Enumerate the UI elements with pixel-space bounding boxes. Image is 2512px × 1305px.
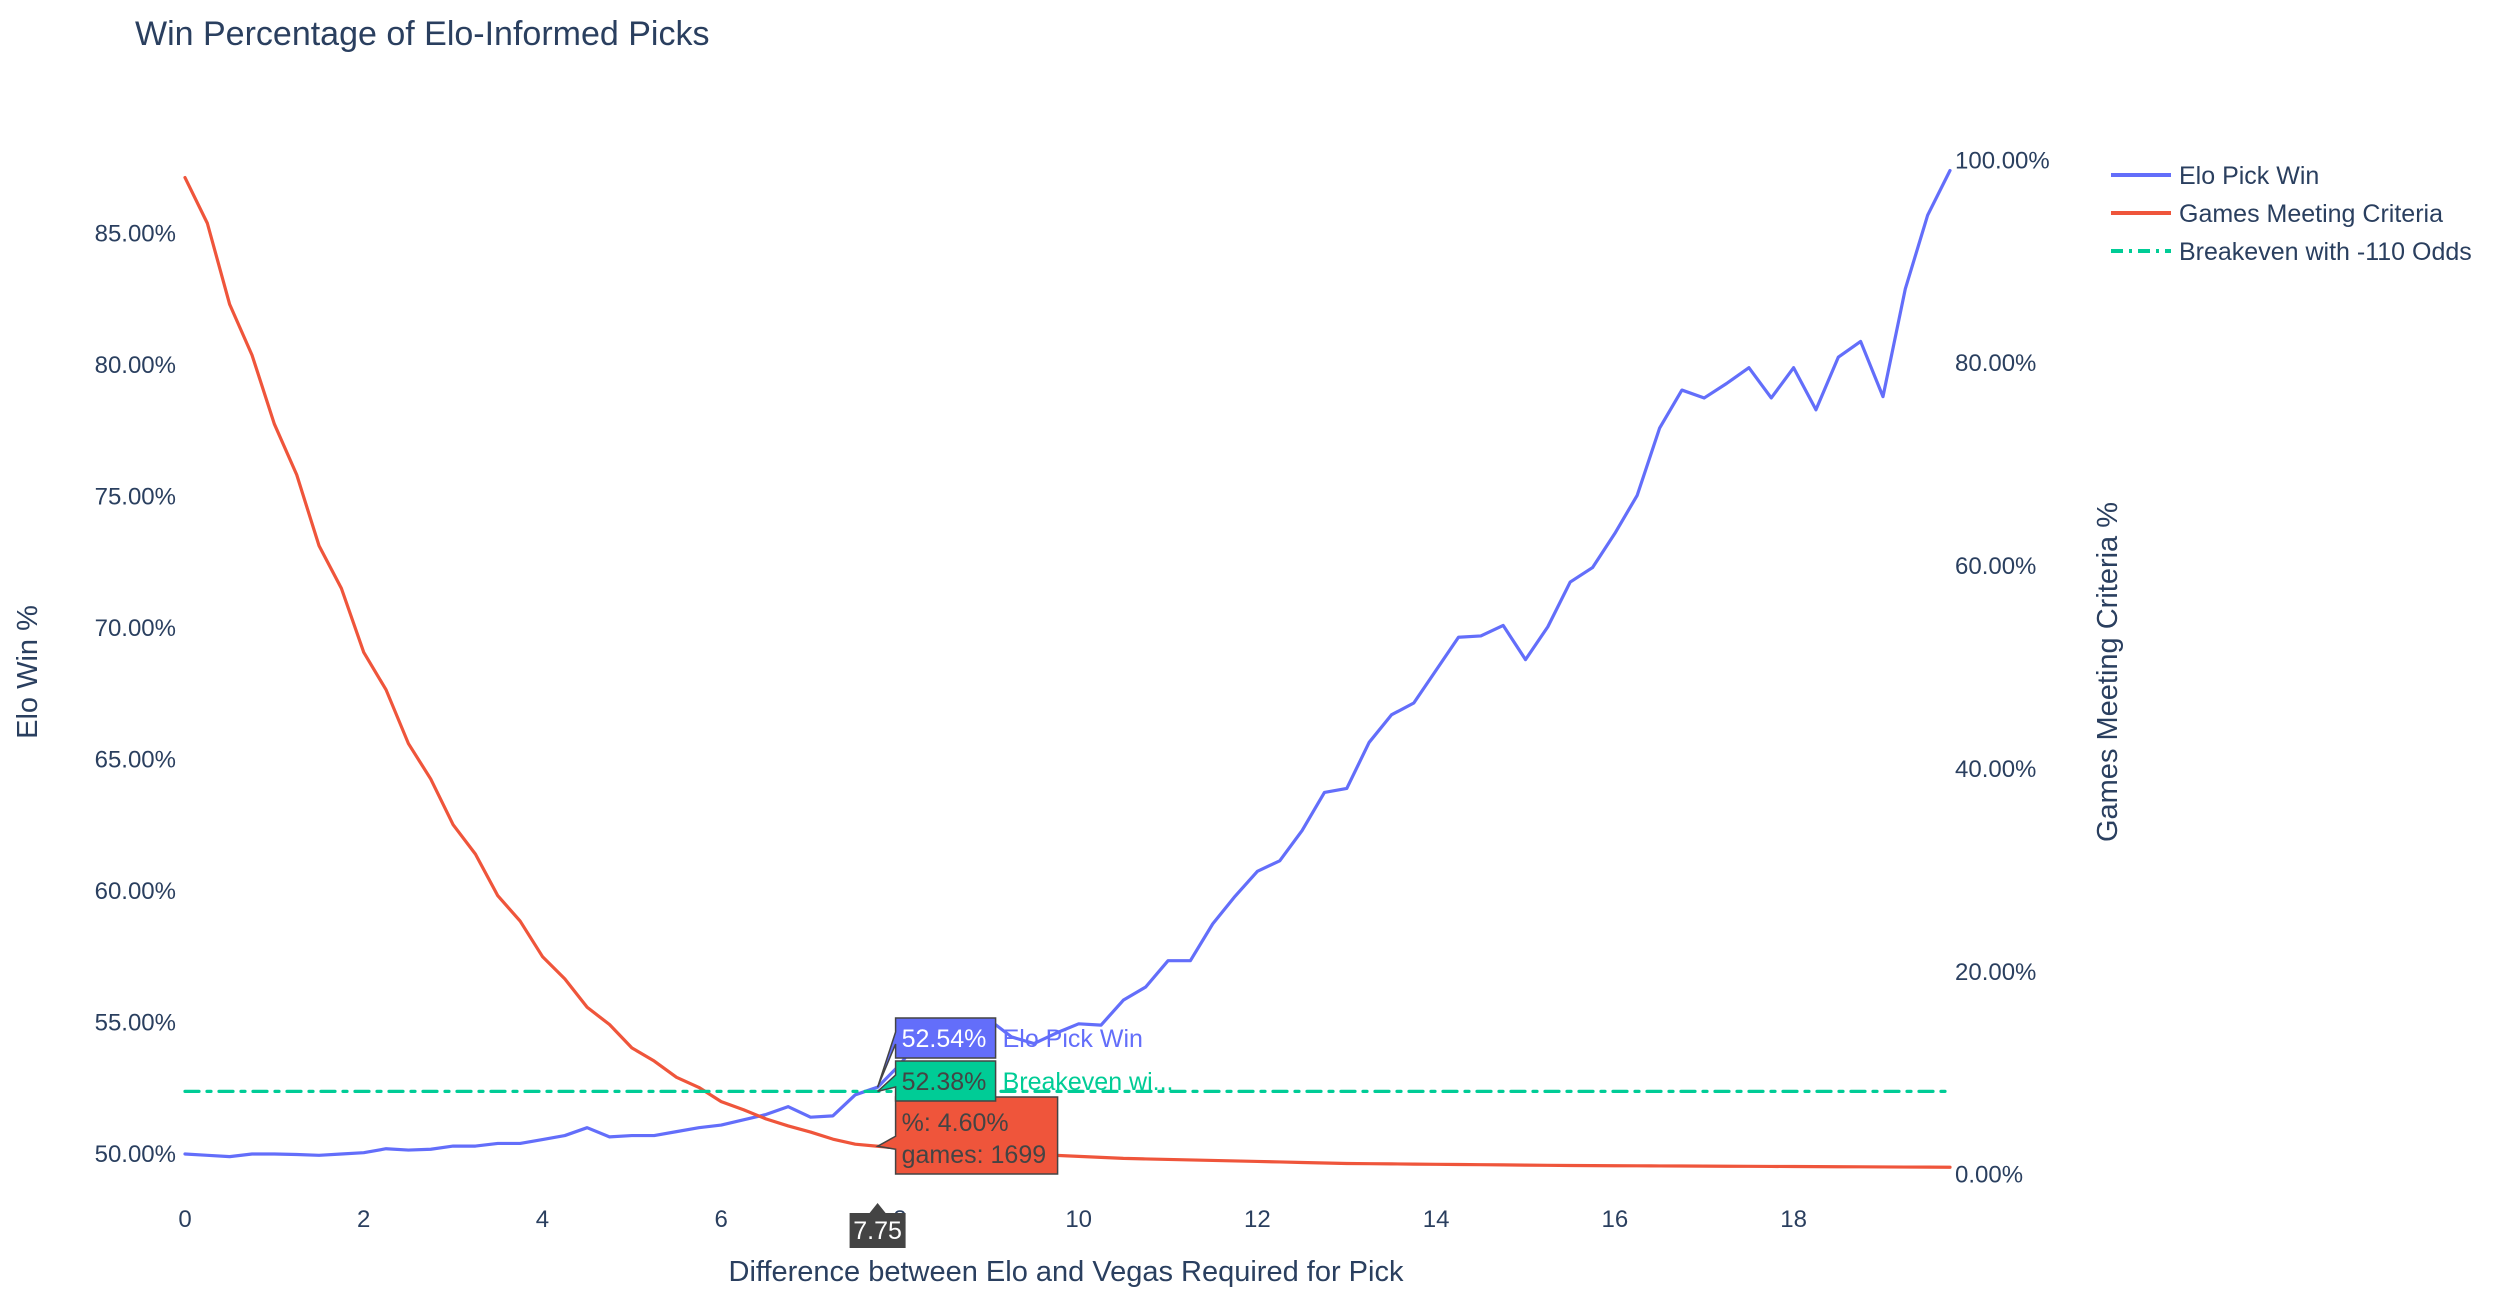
hover-games-line-1: %: 4.60% [902,1109,1009,1137]
y-right-tick-label: 40.00% [1955,756,2036,783]
hover-elo-box [876,1017,997,1088]
legend-label: Elo Pick Win [2179,162,2319,190]
x-tick-label: 16 [1602,1206,1629,1233]
y-right-axis-ticks: 0.00% 20.00% 40.00% 60.00% 80.00% 100.00% [1955,147,2050,1188]
hover-elo-label: Elo Pick Win [1003,1025,1143,1053]
y-left-tick-label: 80.00% [95,352,176,379]
y-left-tick-label: 75.00% [95,484,176,511]
hover-games-box [875,1096,1059,1175]
x-tick-label: 18 [1780,1206,1807,1233]
legend-item-elo-pick-win[interactable]: Elo Pick Win [2111,162,2319,190]
legend-label: Breakeven with -110 Odds [2179,238,2472,266]
legend-label: Games Meeting Criteria [2179,200,2443,228]
y-right-tick-label: 80.00% [1955,350,2036,377]
hover-breakeven-box [877,1060,997,1102]
legend-item-breakeven-with-110-odds[interactable]: Breakeven with -110 Odds [2111,238,2472,266]
series-layer [183,168,1952,1169]
y-right-axis-label: Games Meeting Criteria % [2092,502,2124,842]
hover-layer: 7.75 %: 4.60% games: 1699 52.54% Elo Pick Wi… [849,1017,1174,1248]
y-right-tick-label: 0.00% [1955,1162,2023,1189]
hover-x-box [849,1203,906,1248]
y-left-axis-ticks: 50.00% 55.00% 60.00% 65.00% 70.00% 75.00% 80.0… [95,221,176,1168]
y-left-tick-label: 55.00% [95,1010,176,1037]
y-left-tick-label: 70.00% [95,615,176,642]
y-right-tick-label: 20.00% [1955,959,2036,986]
hover-breakeven-label: Breakeven wi... [1003,1068,1174,1096]
hover-games-tooltip: %: 4.60% games: 1699 [875,1096,1059,1175]
x-tick-label: 6 [715,1206,728,1233]
hover-x-text: 7.75 [853,1217,902,1245]
x-tick-label: 0 [178,1206,191,1233]
legend-item-games-meeting-criteria[interactable]: Games Meeting Criteria [2111,200,2443,228]
hover-breakeven-value: 52.38% [902,1068,987,1096]
hover-games-line-2: games: 1699 [902,1141,1047,1169]
hover-elo-value: 52.54% [902,1025,987,1053]
hover-breakeven-tooltip: 52.38% Breakeven wi... [877,1060,1174,1102]
x-tick-label: 4 [536,1206,549,1233]
y-right-tick-label: 60.00% [1955,553,2036,580]
x-axis-label: Difference between Elo and Vegas Require… [729,1256,1404,1288]
y-left-tick-label: 50.00% [95,1141,176,1168]
legend: Elo Pick Win Games Meeting Criteria Breake… [2111,162,2472,266]
chart-title: Win Percentage of Elo-Informed Picks [135,15,709,53]
hover-x-label: 7.75 [849,1203,906,1248]
y-left-tick-label: 65.00% [95,747,176,774]
series-line-elo-pick-win [183,168,1952,1159]
x-axis-ticks: 024681012141618 [178,1206,1807,1233]
x-tick-label: 12 [1244,1206,1271,1233]
y-left-tick-label: 85.00% [95,221,176,248]
y-right-tick-label: 100.00% [1955,147,2050,174]
hover-elo-tooltip: 52.54% Elo Pick Win [876,1017,1143,1088]
x-tick-label: 10 [1065,1206,1092,1233]
x-tick-label: 2 [357,1206,370,1233]
series-line-games-meeting-criteria [183,176,1952,1169]
x-tick-label: 14 [1423,1206,1450,1233]
y-left-tick-label: 60.00% [95,878,176,905]
y-left-axis-label: Elo Win % [12,605,44,739]
